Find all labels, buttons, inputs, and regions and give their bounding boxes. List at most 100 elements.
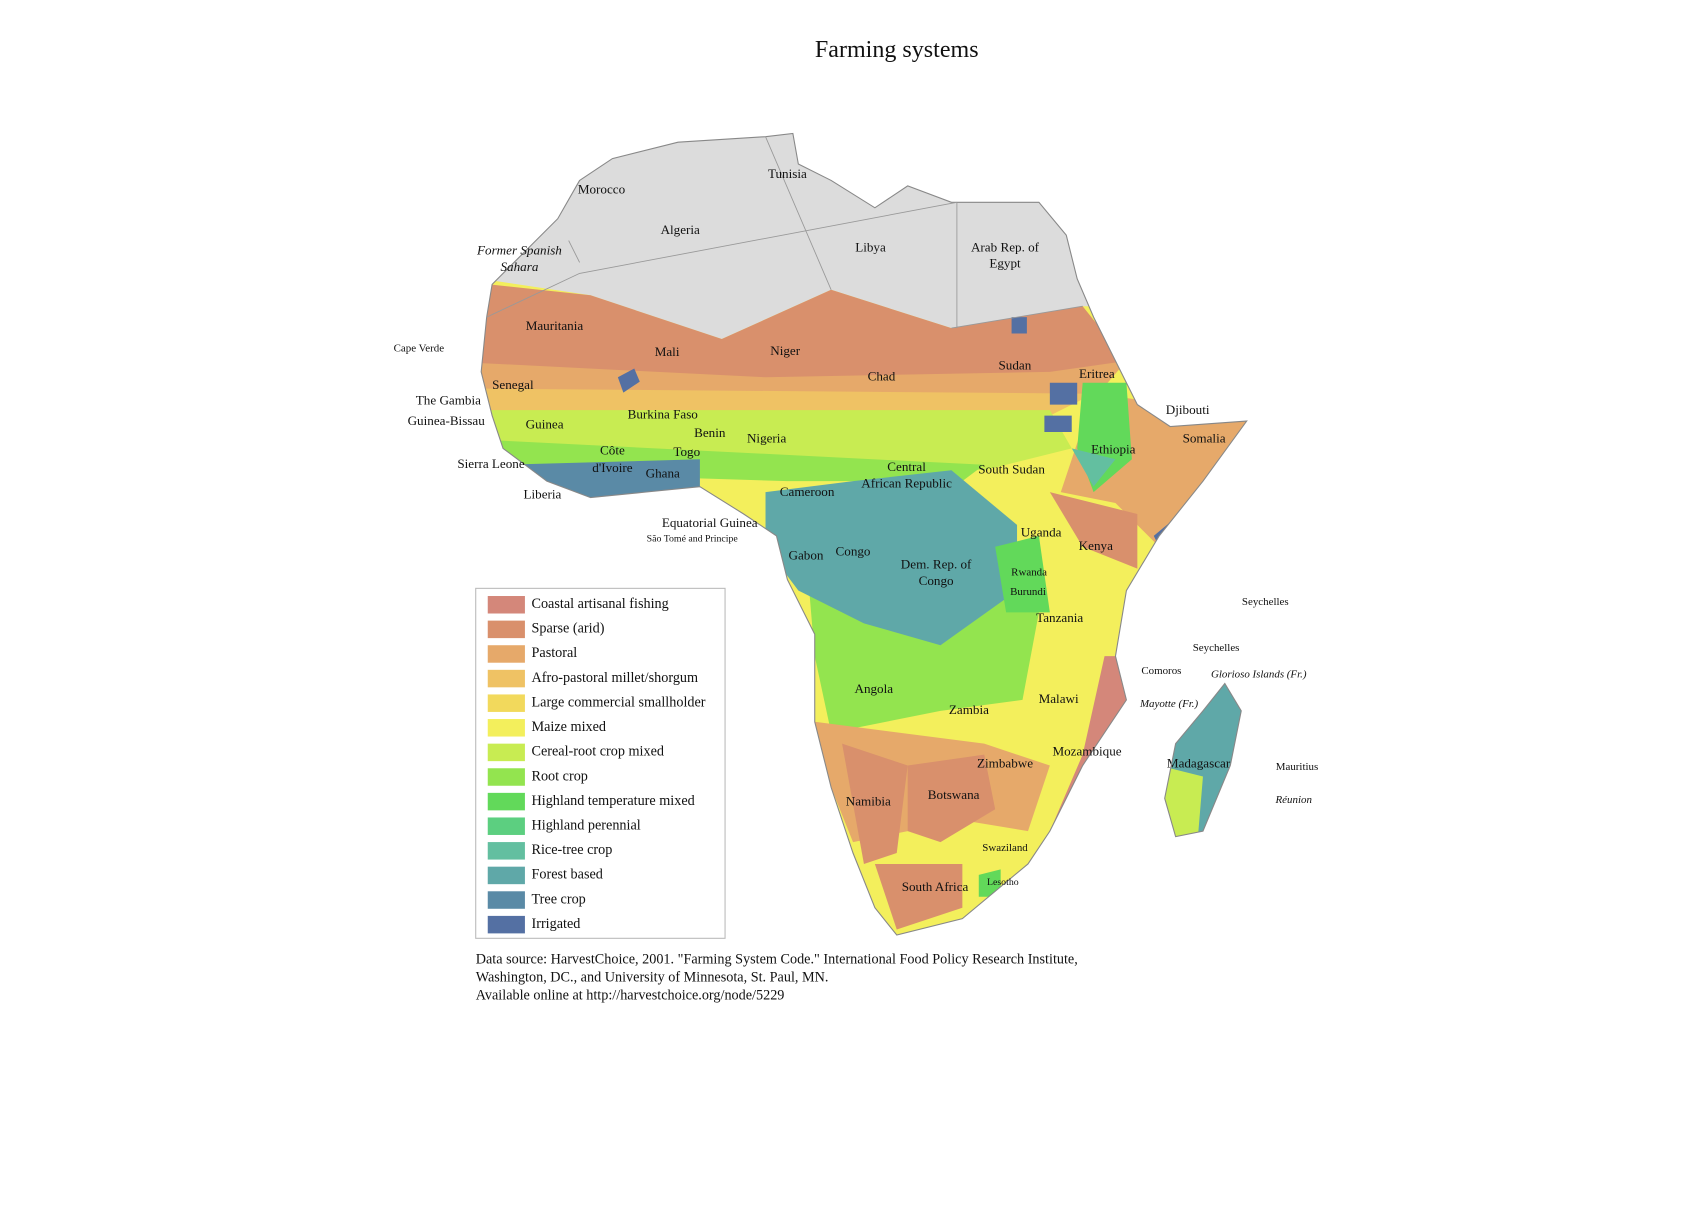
legend-swatch	[487, 596, 525, 614]
place-label: Burundi	[1010, 586, 1046, 598]
place-label: São Tomé and Principe	[647, 533, 739, 544]
place-label: Mozambique	[1052, 743, 1121, 758]
place-label: Equatorial Guinea	[662, 515, 758, 530]
place-label: Guinea	[526, 416, 564, 431]
place-label: Tanzania	[1036, 610, 1083, 625]
place-label: Sudan	[998, 357, 1031, 372]
place-label: Tunisia	[768, 166, 807, 181]
irrigated-zone	[1049, 382, 1078, 405]
map-layer: Farming systems Coastal artisanal fishin…	[394, 37, 1319, 1004]
place-label: Seychelles	[1193, 642, 1240, 654]
place-label: The Gambia	[416, 392, 481, 407]
legend-swatch	[487, 743, 525, 762]
place-label: Seychelles	[1242, 596, 1289, 608]
legend-label: Large commercial smallholder	[531, 694, 705, 710]
zone	[481, 410, 1072, 471]
source-line: Data source: HarvestChoice, 2001. "Farmi…	[476, 951, 1078, 967]
place-label: Nigeria	[747, 431, 786, 446]
place-label: Angola	[854, 681, 893, 696]
place-label: Swaziland	[982, 842, 1028, 854]
place-label: Senegal	[492, 377, 534, 392]
zone	[481, 278, 1127, 383]
madagascar-outline	[1164, 682, 1242, 838]
legend-swatch	[487, 645, 525, 663]
legend-swatch	[487, 915, 525, 934]
legend-swatch	[487, 792, 525, 811]
place-label: Madagascar	[1167, 755, 1231, 770]
place-label: Mauritania	[526, 318, 584, 333]
zone	[874, 863, 963, 930]
place-label: Lesotho	[987, 877, 1019, 888]
place-label: Mali	[655, 344, 680, 359]
place-label: Former Spanish	[476, 243, 562, 258]
legend-label: Forest based	[531, 867, 602, 883]
legend-box	[475, 587, 726, 939]
place-label: Algeria	[661, 222, 700, 237]
irrigated-zone	[617, 368, 640, 393]
legend-label: Root crop	[531, 768, 587, 784]
legend-label: Tree crop	[531, 891, 585, 907]
legend-swatch	[487, 620, 525, 639]
legend-label: Highland perennial	[531, 817, 640, 833]
legend-swatch	[487, 842, 525, 860]
place-label: Sahara	[501, 259, 539, 274]
place-label: Namibia	[846, 794, 891, 809]
place-label: Sierra Leone	[457, 456, 525, 471]
legend-label: Highland temperature mixed	[531, 793, 694, 809]
place-label: Cape Verde	[394, 342, 445, 354]
legend-label: Cereal-root crop mixed	[531, 744, 664, 760]
place-label: Congo	[836, 543, 871, 558]
legend-label: Sparse (arid)	[531, 621, 604, 637]
map-title: Farming systems	[815, 37, 979, 63]
place-label: Kenya	[1079, 538, 1113, 553]
source-line: Washington, DC., and University of Minne…	[476, 969, 829, 985]
place-label: Mauritius	[1276, 761, 1318, 773]
place-label: Niger	[770, 343, 800, 358]
irrigated-zone	[1044, 415, 1072, 432]
place-label: South Sudan	[978, 461, 1045, 476]
place-label: Egypt	[989, 256, 1021, 271]
legend-swatch	[487, 891, 525, 909]
zone	[978, 869, 1001, 897]
zone	[481, 388, 1094, 416]
zone	[1049, 492, 1138, 569]
zone	[765, 470, 1018, 646]
place-label: Somalia	[1183, 431, 1226, 446]
legend-swatch	[487, 719, 525, 737]
legend-label: Irrigated	[531, 916, 580, 932]
place-label: Ghana	[646, 466, 680, 481]
legend-label: Coastal artisanal fishing	[531, 596, 668, 612]
legend: Coastal artisanal fishing Sparse (arid) Pa…	[487, 596, 706, 934]
place-label: Malawi	[1039, 691, 1079, 706]
place-label: Zambia	[949, 702, 989, 717]
zone	[995, 535, 1050, 613]
place-label: Cameroon	[780, 484, 835, 499]
zone	[907, 754, 996, 843]
legend-swatch	[487, 817, 525, 835]
place-label: Guinea-Bissau	[408, 413, 486, 428]
place-label: Chad	[868, 368, 896, 383]
place-label: African Republic	[861, 475, 952, 490]
legend-swatch	[487, 866, 525, 885]
place-labels: Morocco Tunisia Algeria Libya Arab Rep. of Eg…	[394, 166, 1319, 894]
source-line: Available online at http://harvestchoice…	[476, 988, 785, 1004]
irrigated-zone	[1011, 317, 1027, 334]
place-label: Togo	[673, 444, 700, 459]
zone	[842, 743, 908, 864]
legend-swatch	[487, 768, 525, 786]
place-label: Arab Rep. of	[971, 239, 1040, 254]
place-label: Liberia	[523, 486, 561, 501]
legend-swatch	[487, 694, 525, 712]
place-label: Réunion	[1275, 794, 1312, 806]
place-label: Ethiopia	[1091, 442, 1136, 457]
legend-label: Pastoral	[531, 645, 577, 661]
place-label: Comoros	[1141, 665, 1181, 677]
place-label: Glorioso Islands (Fr.)	[1211, 668, 1307, 680]
place-label: Zimbabwe	[977, 755, 1033, 770]
place-label: Djibouti	[1166, 402, 1210, 417]
place-label: Burkina Faso	[628, 407, 699, 422]
place-label: Benin	[694, 425, 726, 440]
legend-label: Afro-pastoral millet/shorgum	[531, 670, 698, 686]
source-note: Data source: HarvestChoice, 2001. "Farmi…	[476, 951, 1078, 1003]
